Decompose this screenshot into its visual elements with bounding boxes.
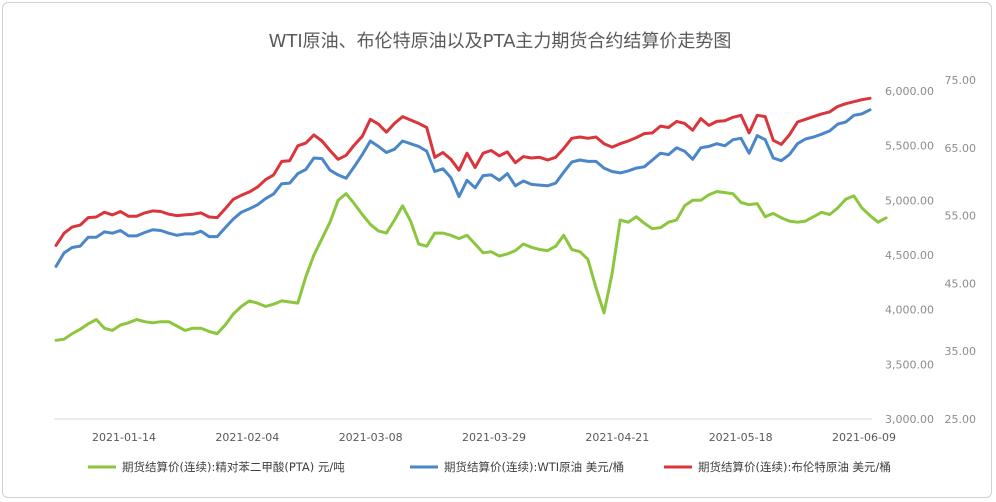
- y-right-tick-label: 55.00: [945, 210, 977, 223]
- y-left-tick-label: 5,000.00: [885, 194, 934, 207]
- y-right-tick-label: 65.00: [945, 142, 977, 155]
- y-right-tick-label: 75.00: [945, 74, 977, 87]
- legend-label: 期货结算价(连续):布伦特原油 美元/桶: [698, 460, 891, 474]
- series-line-2: [54, 108, 872, 268]
- right-y-axis: 25.00 35.00 45.00 55.00 65.00 75.00: [945, 74, 977, 426]
- y-right-tick-label: 45.00: [945, 277, 977, 290]
- series-line-1: [54, 190, 888, 342]
- legend: 期货结算价(连续):精对苯二甲酸(PTA) 元/吨 期货结算价(连续):WTI原油…: [88, 460, 891, 474]
- y-left-tick-label: 3,500.00: [885, 358, 934, 371]
- x-tick-label: 2021-05-18: [709, 431, 773, 444]
- x-tick-label: 2021-03-08: [339, 431, 403, 444]
- x-axis: 2021-01-14 2021-02-04 2021-03-08 2021-03-29…: [92, 431, 896, 444]
- x-tick-label: 2021-04-21: [585, 431, 649, 444]
- series-lines: [54, 96, 888, 342]
- legend-label: 期货结算价(连续):WTI原油 美元/桶: [444, 460, 624, 474]
- x-tick-label: 2021-03-29: [462, 431, 526, 444]
- x-tick-label: 2021-06-09: [832, 431, 896, 444]
- x-tick-label: 2021-01-14: [92, 431, 156, 444]
- y-left-tick-label: 5,500.00: [885, 140, 934, 153]
- y-left-tick-label: 3,000.00: [885, 413, 934, 426]
- y-right-tick-label: 25.00: [945, 413, 977, 426]
- series-line-3: [54, 96, 872, 247]
- y-left-tick-label: 6,000.00: [885, 85, 934, 98]
- x-tick-label: 2021-02-04: [215, 431, 279, 444]
- chart-title: WTI原油、布伦特原油以及PTA主力期货合约结算价走势图: [269, 31, 732, 52]
- y-right-tick-label: 35.00: [945, 345, 977, 358]
- legend-label: 期货结算价(连续):精对苯二甲酸(PTA) 元/吨: [122, 460, 345, 474]
- y-left-tick-label: 4,000.00: [885, 304, 934, 317]
- left-y-axis: 3,000.00 3,500.00 4,000.00 4,500.00 5,000.00…: [885, 85, 934, 426]
- y-left-tick-label: 4,500.00: [885, 249, 934, 262]
